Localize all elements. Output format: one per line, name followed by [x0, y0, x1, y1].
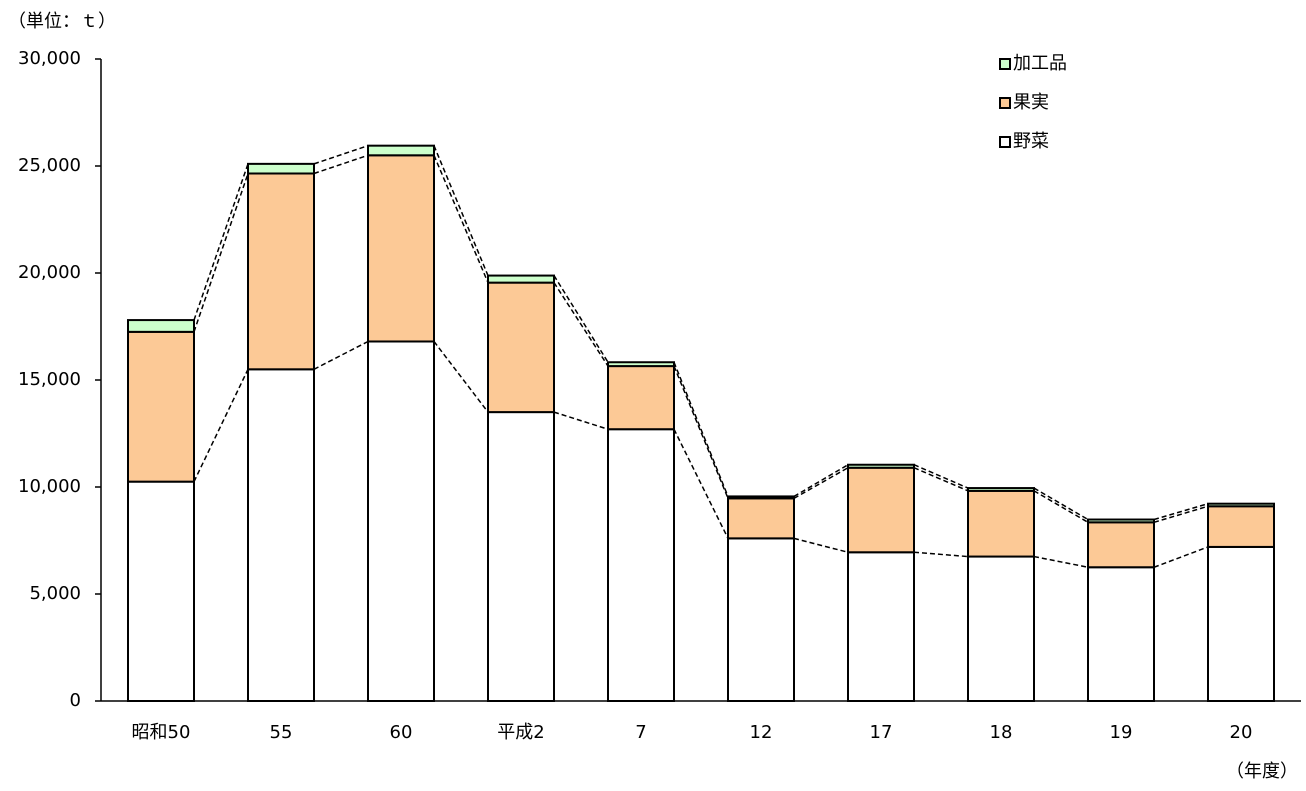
connector	[313, 340, 369, 370]
connector	[913, 464, 969, 489]
x-axis-label: （年度）	[1226, 761, 1298, 782]
connector	[793, 467, 849, 499]
connector	[193, 163, 249, 321]
bar-segment	[1207, 505, 1275, 548]
legend-swatch	[999, 58, 1011, 70]
bar-segment	[487, 411, 555, 702]
bar-segment	[727, 497, 795, 540]
x-tick-label: 18	[990, 722, 1013, 743]
bar-segment	[727, 537, 795, 702]
connector	[313, 144, 369, 165]
bar-segment	[1087, 521, 1155, 569]
bar-segment	[247, 162, 315, 175]
legend-swatch	[999, 136, 1011, 148]
connector	[1033, 555, 1089, 568]
y-tick-label: 25,000	[18, 155, 81, 176]
bar-segment	[127, 330, 195, 483]
connector	[1153, 505, 1209, 524]
bar-segment	[847, 551, 915, 703]
x-tick-label: 12	[750, 722, 773, 743]
bar-segment	[607, 365, 675, 431]
connector	[433, 155, 489, 283]
bar-segment	[967, 489, 1035, 558]
x-tick-label: 20	[1230, 722, 1253, 743]
x-tick-label: 平成2	[497, 722, 544, 743]
connector	[913, 467, 969, 492]
bar-segment	[967, 487, 1035, 492]
connector	[553, 282, 609, 367]
connector	[433, 145, 489, 276]
bar-segment	[1207, 502, 1275, 508]
bar-segment	[1087, 566, 1155, 702]
bar-segment	[607, 428, 675, 702]
connector	[433, 341, 489, 413]
y-tick-label: 20,000	[18, 262, 81, 283]
connector	[313, 154, 369, 175]
connector	[1033, 487, 1089, 521]
connector	[913, 551, 969, 558]
connector	[673, 361, 729, 497]
x-tick-label: 昭和50	[132, 722, 191, 743]
x-tick-label: 60	[390, 722, 413, 743]
bar-segment	[1087, 518, 1155, 524]
connector	[793, 537, 849, 553]
bar-segment	[247, 368, 315, 702]
connector	[1033, 490, 1089, 523]
bar-segment	[847, 463, 915, 469]
x-tick-label: 55	[270, 722, 293, 743]
bar-segment	[607, 361, 675, 368]
x-tick-label: 17	[870, 722, 893, 743]
connector	[673, 365, 729, 499]
connector	[553, 411, 609, 430]
legend-swatch	[999, 97, 1011, 109]
connector	[553, 275, 609, 363]
bar-segment	[1207, 545, 1275, 702]
x-tick-label: 7	[635, 722, 646, 743]
y-axis-label: （単位：ｔ）	[8, 11, 116, 32]
y-tick-label: 0	[70, 690, 81, 711]
connector	[1153, 546, 1209, 568]
y-tick-label: 15,000	[18, 369, 81, 390]
x-tick-label: 19	[1110, 722, 1133, 743]
bar-segment	[127, 480, 195, 702]
legend-label: 加工品	[1013, 53, 1067, 74]
connector	[793, 464, 849, 498]
bar-segment	[487, 274, 555, 284]
bar-segment	[247, 172, 315, 371]
connector	[1153, 502, 1209, 521]
bar-segment	[727, 495, 795, 500]
connector	[193, 368, 249, 482]
legend-label: 野菜	[1013, 131, 1049, 152]
bar-segment	[967, 555, 1035, 702]
bar-segment	[127, 319, 195, 333]
y-tick-label: 10,000	[18, 476, 81, 497]
bar-segment	[847, 466, 915, 554]
bar-segment	[367, 144, 435, 157]
y-tick-label: 30,000	[18, 48, 81, 69]
legend-label: 果実	[1013, 92, 1049, 113]
connector	[673, 428, 729, 539]
bar-segment	[367, 154, 435, 343]
connector	[193, 173, 249, 333]
y-tick-label: 5,000	[29, 583, 81, 604]
bar-segment	[367, 340, 435, 702]
bar-segment	[487, 281, 555, 414]
